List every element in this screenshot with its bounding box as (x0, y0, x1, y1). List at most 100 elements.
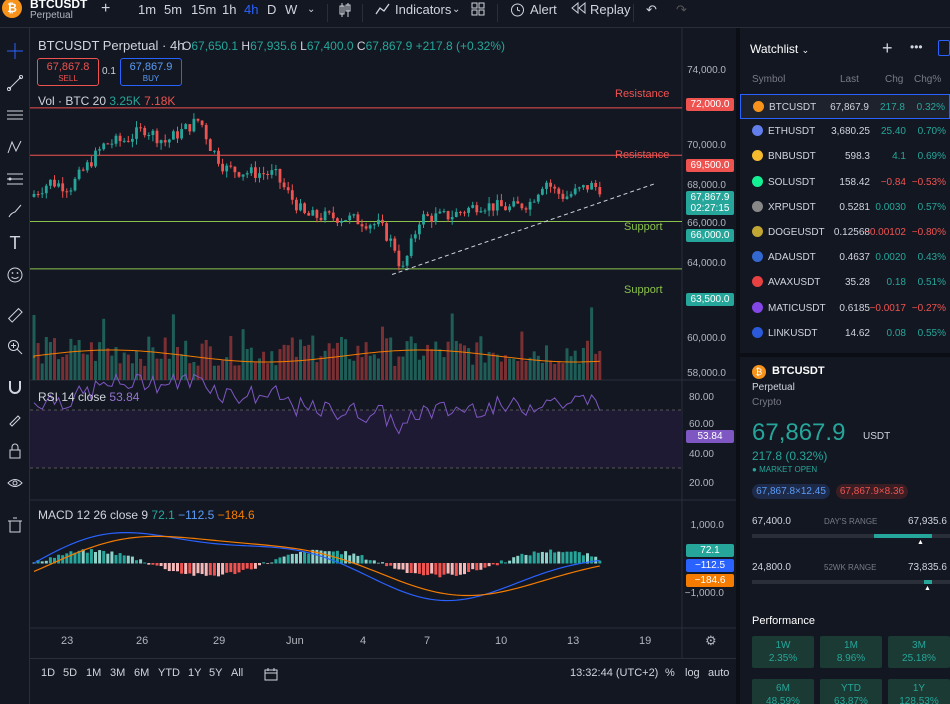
brush-icon[interactable] (0, 198, 30, 224)
compare-plus-icon[interactable]: + (101, 0, 111, 17)
indicators-chevron-icon[interactable]: ⌄ (452, 4, 461, 15)
watchlist-title[interactable]: Watchlist ⌄ (750, 42, 809, 56)
watchlist-row[interactable]: XRPUSDT 0.5281 0.0030 0.57% (740, 195, 950, 220)
magnet-icon[interactable] (0, 374, 30, 400)
coin-icon (752, 226, 763, 237)
watchlist-row[interactable]: BNBUSDT 598.3 4.1 0.69% (740, 144, 950, 169)
volume-bar (163, 337, 167, 380)
chart-area[interactable]: BTCUSDT Perpetual · 4h O67,650.1 H67,935… (30, 28, 736, 658)
replay-icon[interactable] (571, 1, 586, 17)
range-1y[interactable]: 1Y (188, 667, 202, 679)
watchlist-row[interactable]: SOLUSDT 158.42 −0.84 −0.53% (740, 170, 950, 195)
auto-toggle[interactable]: auto (708, 667, 730, 679)
watchlist-row[interactable]: ADAUSDT 0.4637 0.0020 0.43% (740, 245, 950, 270)
lock-pencil-icon[interactable] (0, 406, 30, 432)
eye-icon[interactable] (0, 470, 30, 496)
volume-bar (311, 335, 315, 380)
macd-histogram-bar (417, 563, 421, 574)
alert-button[interactable]: Alert (530, 2, 557, 17)
more-options-icon[interactable]: ••• (910, 40, 923, 54)
wk-range-fill (924, 580, 932, 584)
candle-type-icon[interactable] (338, 2, 352, 21)
candle-body (393, 238, 397, 251)
macd-histogram-bar (393, 563, 397, 569)
layout-grid-icon[interactable] (471, 2, 485, 19)
range-3m[interactable]: 3M (110, 667, 126, 679)
sell-price: 67,867.8 (46, 61, 90, 73)
macd-histogram-bar (311, 549, 315, 564)
col-chg-pct[interactable]: Chg% (914, 74, 942, 85)
interval-1m[interactable]: 1m (138, 2, 157, 17)
range-5y[interactable]: 5Y (209, 667, 223, 679)
replay-button[interactable]: Replay (590, 2, 631, 17)
macd-histogram-bar (327, 551, 331, 564)
range-ytd[interactable]: YTD (158, 667, 180, 679)
alert-clock-icon[interactable] (510, 2, 525, 20)
indicators-button[interactable]: Indicators (395, 2, 452, 17)
trash-icon[interactable] (0, 512, 30, 538)
open-value: 67,650.1 (191, 39, 239, 53)
chart-canvas[interactable] (30, 28, 736, 658)
col-symbol[interactable]: Symbol (752, 74, 786, 85)
interval-w[interactable]: W (285, 2, 298, 17)
watchlist-row[interactable]: MATICUSDT 0.6185 −0.0017 −0.27% (740, 296, 950, 321)
pattern-icon[interactable] (0, 134, 30, 160)
volume-bar (204, 339, 208, 380)
horizontal-lines-icon[interactable] (0, 102, 30, 128)
watchlist-row[interactable]: ETHUSDT 3,680.25 25.40 0.70% (740, 119, 950, 144)
trendline-icon[interactable] (0, 70, 30, 96)
volume-bar (89, 342, 93, 380)
log-toggle[interactable]: log (685, 667, 700, 679)
interval-4h[interactable]: 4h (244, 2, 259, 17)
zoom-in-icon[interactable] (0, 334, 30, 360)
macd-histogram-bar (253, 563, 257, 569)
watchlist-row[interactable]: AVAXUSDT 35.28 0.18 0.51% (740, 270, 950, 295)
fib-icon[interactable] (0, 166, 30, 192)
symbol-selector[interactable]: BTCUSDT Perpetual (30, 0, 87, 21)
calendar-icon[interactable] (264, 667, 278, 684)
settings-gear-icon[interactable]: ⚙ (705, 633, 717, 648)
percent-toggle[interactable]: % (665, 667, 675, 679)
crosshair-icon[interactable] (0, 38, 30, 64)
coin-icon (752, 276, 763, 288)
watchlist-row[interactable]: BTCUSDT 67,867.9 217.8 0.32% (740, 94, 950, 119)
candle-body (532, 201, 536, 203)
emoji-icon[interactable] (0, 262, 30, 288)
candle-body (262, 173, 265, 175)
macd-histogram-bar (532, 551, 536, 564)
macd-histogram-bar (241, 563, 245, 570)
bid-pill[interactable]: 67,867.8×12.45 (752, 484, 830, 499)
watchlist-row[interactable]: LINKUSDT 14.62 0.08 0.55% (740, 321, 950, 346)
range-6m[interactable]: 6M (134, 667, 150, 679)
range-5d[interactable]: 5D (63, 667, 78, 679)
buy-button[interactable]: 67,867.9 BUY (120, 58, 182, 86)
watchlist-row[interactable]: DOGEUSDT 0.12568 −0.00102 −0.80% (740, 220, 950, 245)
sell-button[interactable]: 67,867.8 SELL (37, 58, 99, 86)
range-1m[interactable]: 1M (86, 667, 102, 679)
macd-histogram-bar (299, 551, 302, 564)
interval-15m[interactable]: 15m (191, 2, 217, 17)
range-1d[interactable]: 1D (41, 667, 56, 679)
candle-body (151, 130, 155, 136)
ruler-icon[interactable] (0, 302, 30, 328)
text-tool-icon[interactable]: T (9, 232, 21, 253)
lock-icon[interactable] (0, 438, 30, 464)
add-symbol-plus-icon[interactable]: + (882, 38, 893, 58)
interval-dropdown-chevron-icon[interactable]: ⌄ (307, 4, 316, 15)
watchlist-last: 0.4637 (839, 252, 870, 264)
redo-icon[interactable]: ↷ (676, 2, 687, 17)
last-price: 67,867.9 (690, 192, 730, 203)
col-chg[interactable]: Chg (885, 74, 904, 85)
col-last[interactable]: Last (840, 74, 859, 85)
panel-toggle-icon[interactable] (938, 40, 950, 56)
watchlist-symbol: BTCUSDT (769, 102, 817, 113)
undo-icon[interactable]: ↶ (646, 2, 657, 17)
interval-d[interactable]: D (267, 2, 277, 17)
ask-pill[interactable]: 67,867.9×8.36 (836, 484, 908, 499)
interval-1h[interactable]: 1h (222, 2, 237, 17)
volume-bar (409, 336, 413, 380)
volume-bar (573, 350, 577, 380)
range-all[interactable]: All (231, 667, 244, 679)
interval-5m[interactable]: 5m (164, 2, 183, 17)
indicators-icon[interactable] (375, 2, 391, 19)
